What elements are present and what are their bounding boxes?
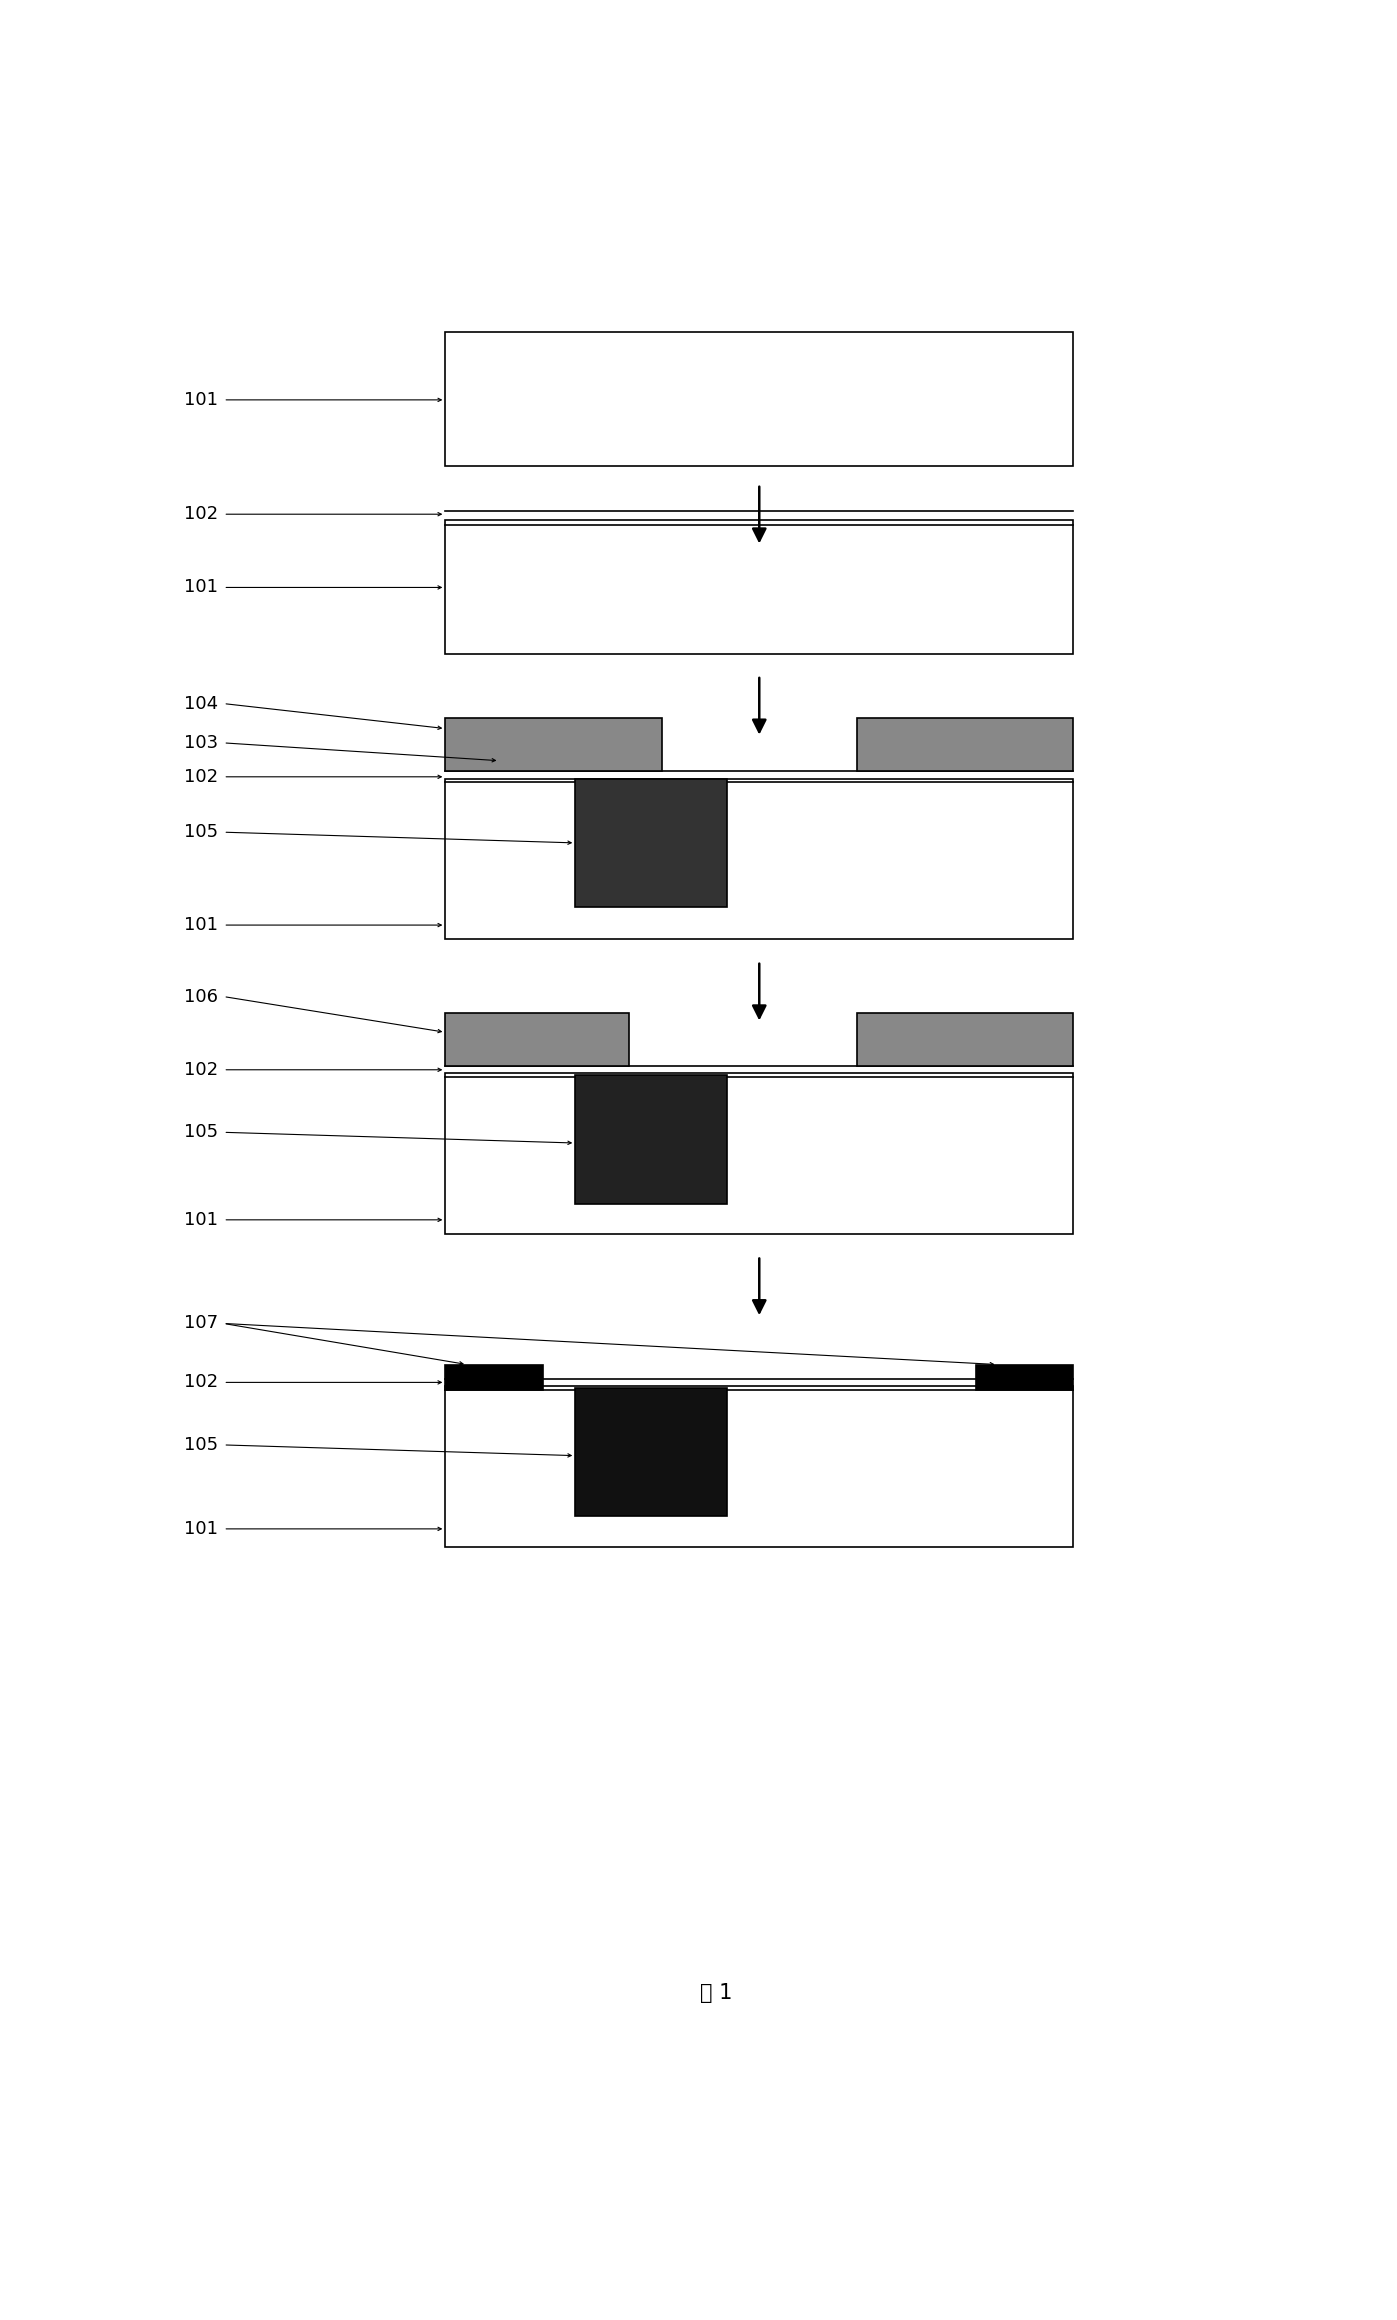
Text: 107: 107	[184, 1315, 218, 1332]
Bar	[856, 717, 1073, 773]
Bar	[446, 1012, 629, 1067]
Bar	[975, 1364, 1073, 1390]
Bar	[576, 1387, 726, 1517]
Bar	[446, 1074, 1073, 1234]
Text: 105: 105	[184, 824, 218, 842]
Text: 102: 102	[184, 1373, 218, 1392]
Text: 101: 101	[184, 390, 218, 408]
Bar	[446, 1364, 542, 1390]
Text: 104: 104	[184, 694, 218, 712]
Text: 101: 101	[184, 916, 218, 935]
Text: 102: 102	[184, 506, 218, 524]
Text: 105: 105	[184, 1436, 218, 1455]
Text: 102: 102	[184, 1060, 218, 1079]
Bar	[446, 332, 1073, 466]
Text: 102: 102	[184, 768, 218, 786]
Bar	[576, 1074, 726, 1204]
Text: 101: 101	[184, 578, 218, 596]
Bar	[856, 1012, 1073, 1067]
Bar	[576, 780, 726, 907]
Bar	[446, 780, 1073, 940]
Text: 图 1: 图 1	[700, 1984, 732, 2004]
Text: 106: 106	[184, 988, 218, 1005]
Text: 101: 101	[184, 1211, 218, 1230]
Text: 103: 103	[184, 733, 218, 752]
Text: 105: 105	[184, 1123, 218, 1141]
Bar	[446, 520, 1073, 654]
Bar	[446, 717, 662, 773]
Bar	[446, 1385, 1073, 1547]
Text: 101: 101	[184, 1520, 218, 1538]
